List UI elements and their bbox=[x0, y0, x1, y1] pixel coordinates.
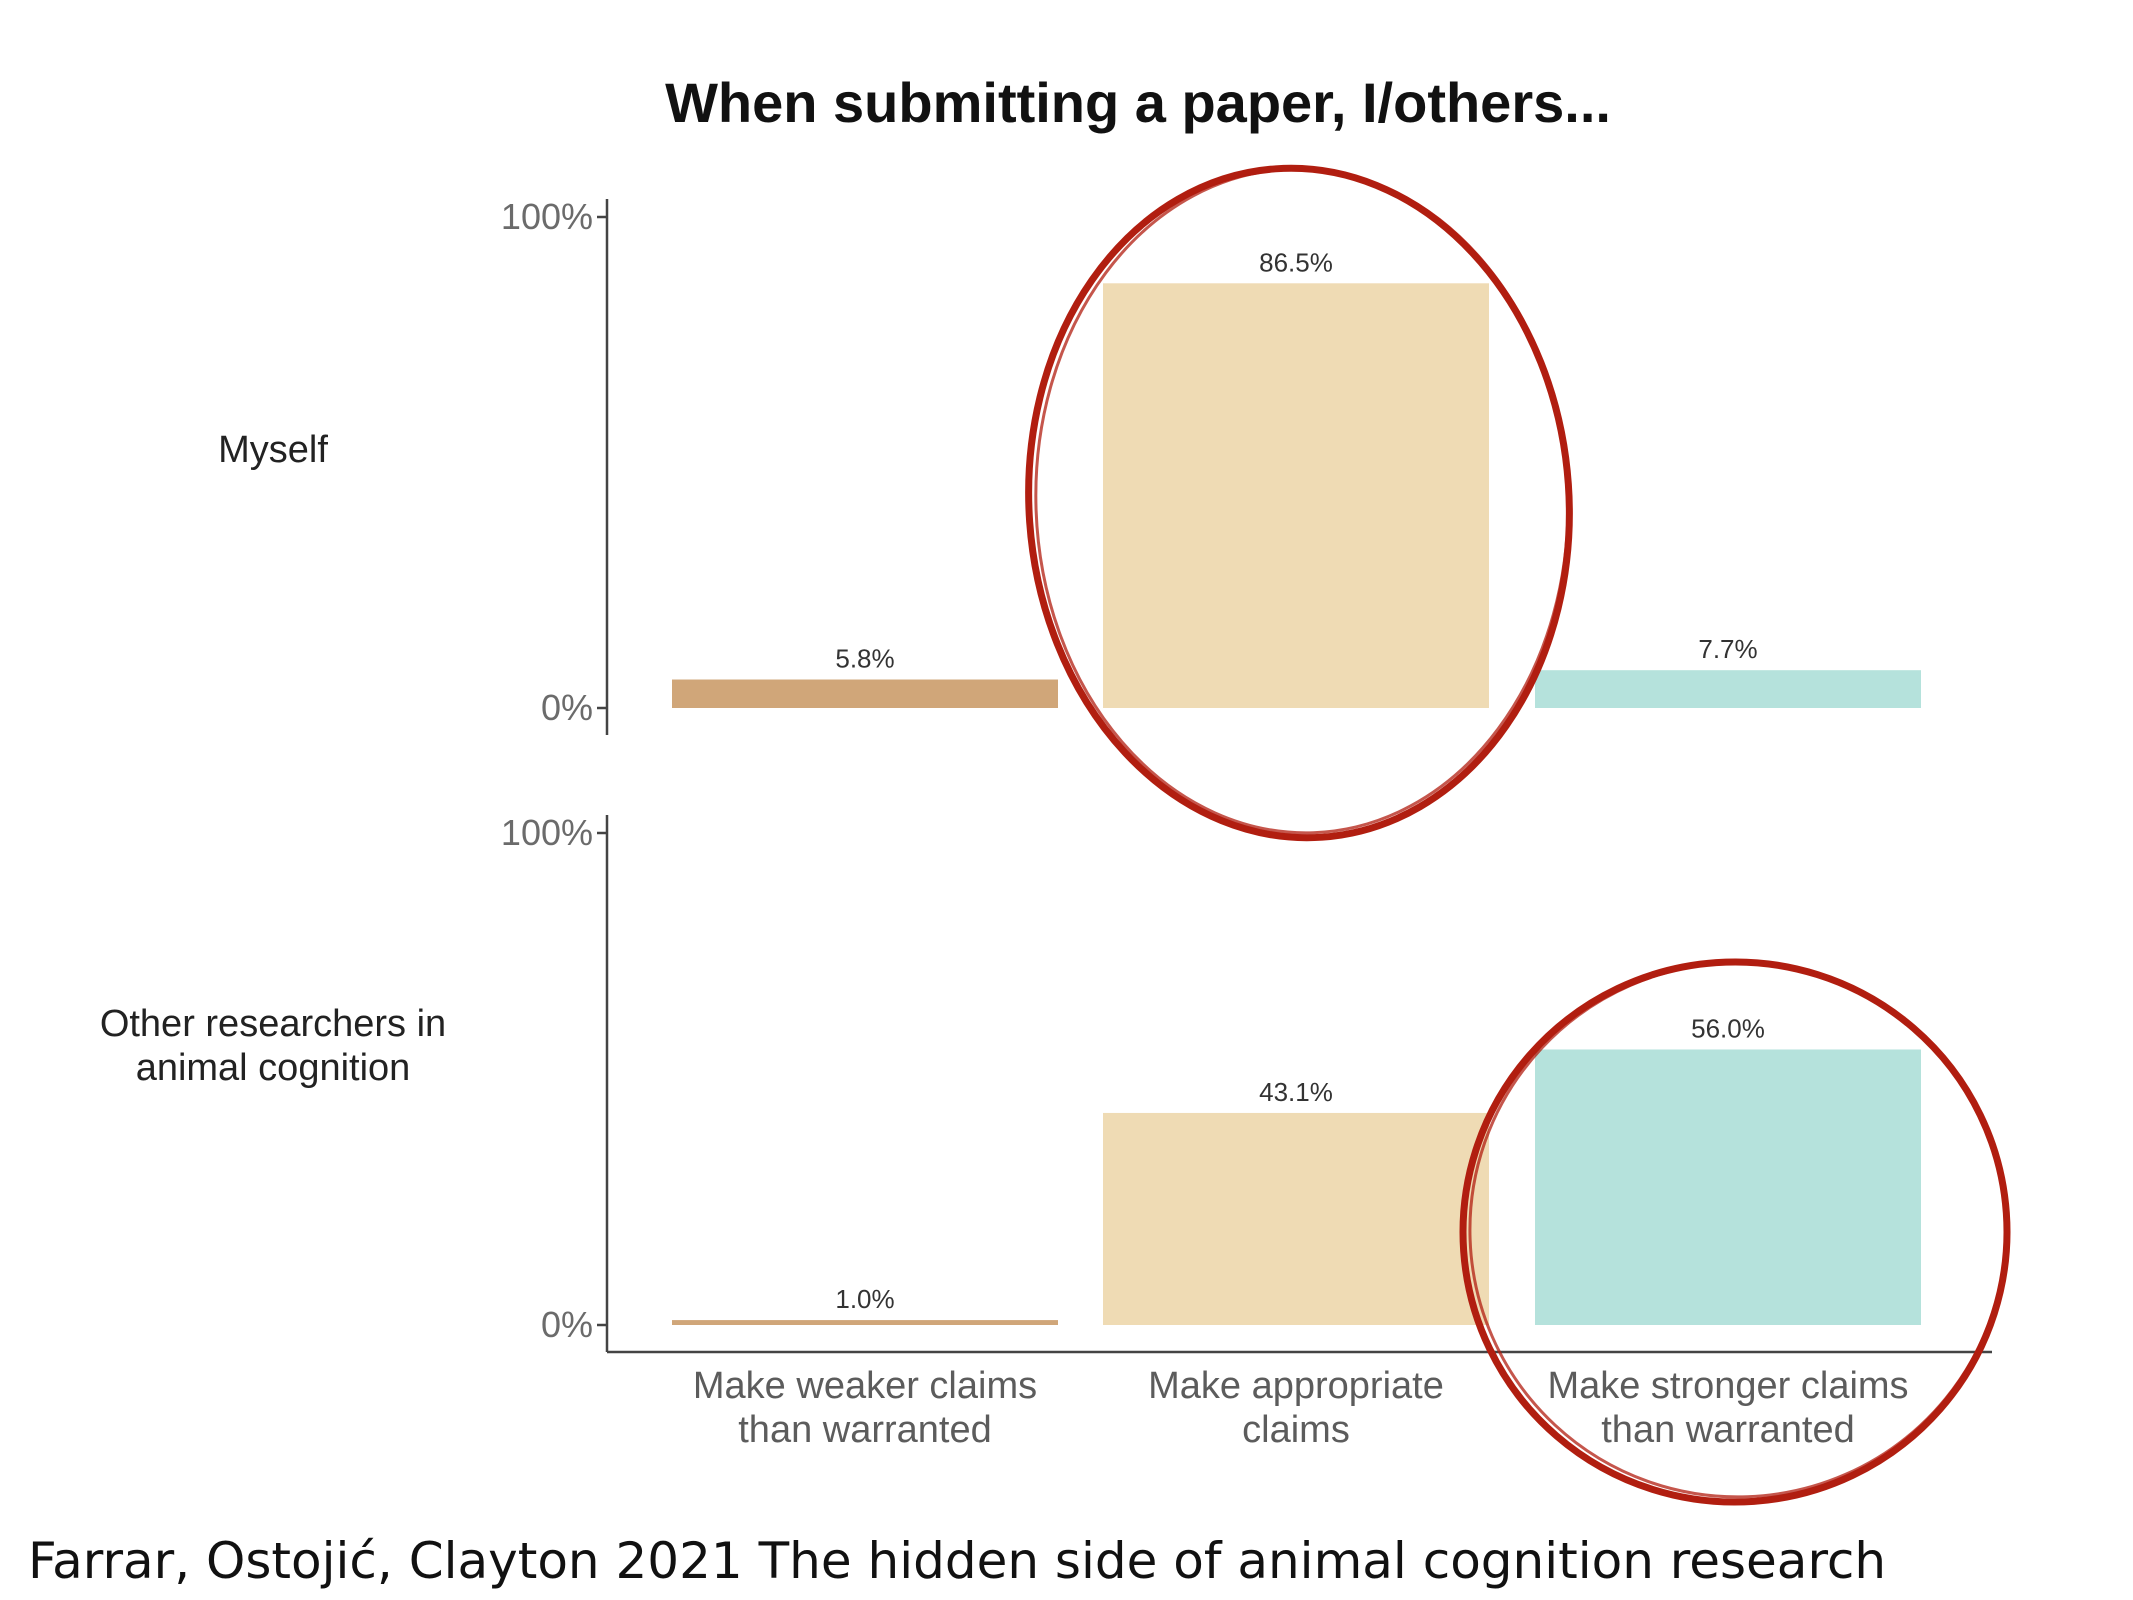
facet-label: animal cognition bbox=[136, 1047, 411, 1089]
bar-2-1 bbox=[672, 1320, 1058, 1325]
data-label: 5.8% bbox=[835, 644, 894, 674]
facet-label: Myself bbox=[218, 429, 328, 471]
y-tick-label: 0% bbox=[541, 1304, 593, 1345]
bar-2-2 bbox=[1103, 1112, 1489, 1325]
x-category-label: Make appropriate bbox=[1148, 1365, 1444, 1407]
data-label: 43.1% bbox=[1259, 1077, 1333, 1107]
y-tick-label: 100% bbox=[501, 812, 593, 853]
bar-2-3 bbox=[1535, 1049, 1921, 1325]
chart-title: When submitting a paper, I/others... bbox=[665, 71, 1611, 134]
data-label: 7.7% bbox=[1698, 634, 1757, 664]
y-tick-label: 100% bbox=[501, 196, 593, 237]
data-label: 1.0% bbox=[835, 1284, 894, 1314]
y-tick-label: 0% bbox=[541, 687, 593, 728]
facet-label: Other researchers in bbox=[100, 1003, 446, 1045]
bar-1-1 bbox=[672, 679, 1058, 708]
x-category-label: Make weaker claims bbox=[693, 1365, 1037, 1407]
x-category-label: Make stronger claims bbox=[1547, 1365, 1908, 1407]
citation-text: Farrar, Ostojić, Clayton 2021 The hidden… bbox=[28, 1532, 1887, 1590]
x-category-label: than warranted bbox=[1601, 1409, 1855, 1451]
bar-1-3 bbox=[1535, 670, 1921, 708]
highlight-circle-stroke bbox=[1034, 167, 1570, 835]
x-category-label: claims bbox=[1242, 1409, 1350, 1451]
data-label: 56.0% bbox=[1691, 1013, 1765, 1043]
bar-1-2 bbox=[1103, 283, 1489, 708]
data-label: 86.5% bbox=[1259, 247, 1333, 277]
highlight-circle-stroke bbox=[1468, 961, 2008, 1499]
x-category-label: than warranted bbox=[738, 1409, 992, 1451]
